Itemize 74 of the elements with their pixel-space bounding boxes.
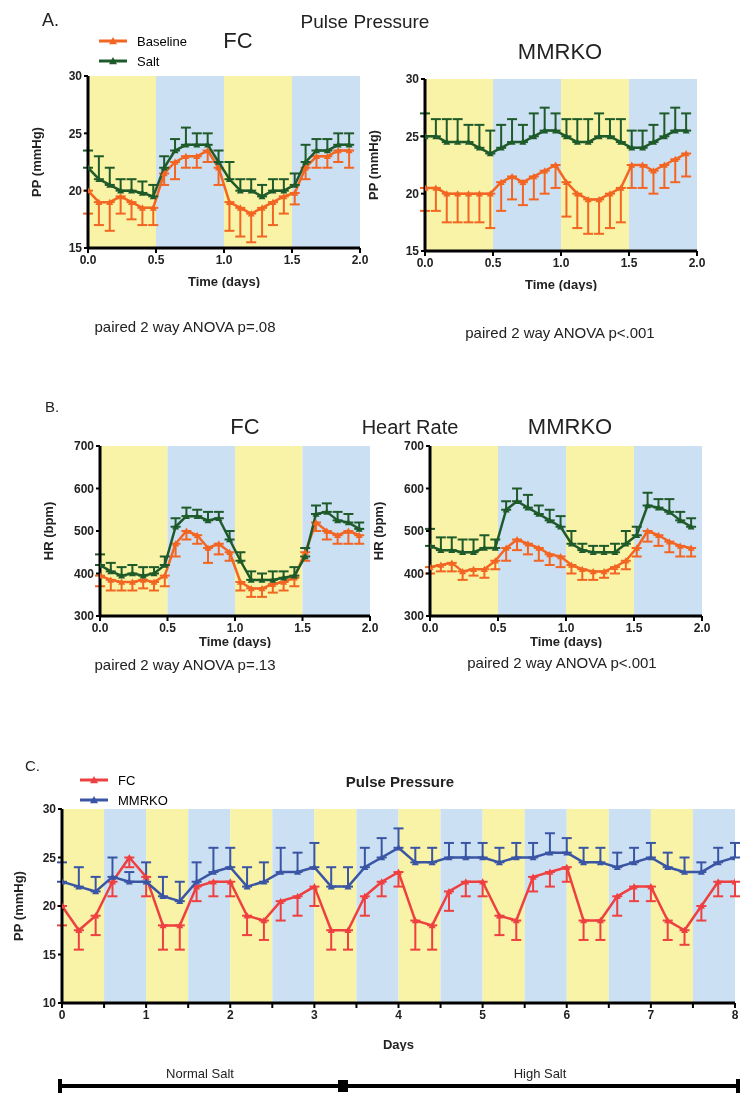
x-tick-label: 1.5 — [294, 620, 312, 635]
y-axis-title: PP (mmHg) — [10, 871, 26, 941]
y-tick-label: 30 — [68, 69, 83, 84]
y-tick-label: 25 — [42, 850, 57, 865]
text: Heart Rate — [361, 415, 459, 439]
x-tick-label: 2.0 — [693, 620, 711, 635]
x-tick-label: 2.0 — [688, 255, 706, 270]
x-axis-title: Time (days) — [524, 277, 598, 292]
legend-label: Salt — [137, 53, 160, 69]
x-tick-label: 3 — [311, 1007, 319, 1022]
x-tick-label: 6 — [563, 1007, 571, 1022]
y-tick-label: 25 — [405, 129, 420, 144]
x-tick-label: 1.0 — [226, 620, 244, 635]
chart-title: MMRKO — [527, 414, 613, 440]
text: paired 2 way ANOVA p<.001 — [465, 323, 655, 341]
y-tick-label: 400 — [73, 566, 95, 581]
text: paired 2 way ANOVA p=.13 — [94, 655, 276, 673]
chart-title: FC — [230, 414, 260, 440]
x-axis-title: Time (days) — [187, 274, 261, 289]
x-tick-label: 4 — [395, 1007, 403, 1022]
legend-label: FC — [118, 772, 136, 788]
x-tick-label: 1.0 — [552, 255, 570, 270]
x-tick-label: 0 — [58, 1007, 66, 1022]
y-tick-label: 400 — [403, 566, 425, 581]
x-tick-label: 1.5 — [625, 620, 643, 635]
x-tick-label: 0.5 — [484, 255, 502, 270]
y-tick-label: 15 — [42, 947, 57, 962]
x-tick-label: 7 — [647, 1007, 655, 1022]
text: paired 2 way ANOVA p<.001 — [467, 653, 657, 671]
y-axis-title: HR (bpm) — [370, 501, 386, 561]
x-axis-title: Time (days) — [529, 634, 603, 649]
y-tick-label: 600 — [403, 481, 425, 496]
text: paired 2 way ANOVA p=.08 — [94, 317, 276, 335]
y-tick-label: 600 — [73, 481, 95, 496]
y-tick-label: 500 — [403, 524, 425, 539]
x-tick-label: 1.5 — [283, 252, 301, 267]
legend-label: MMRKO — [118, 792, 168, 808]
y-tick-label: 10 — [42, 996, 57, 1011]
y-tick-label: 30 — [405, 72, 420, 87]
y-tick-label: 20 — [405, 186, 420, 201]
y-tick-label: 25 — [68, 126, 83, 141]
y-tick-label: 20 — [68, 183, 83, 198]
text: High Salt — [513, 1065, 567, 1081]
y-tick-label: 700 — [403, 439, 425, 454]
chart-title: MMRKO — [517, 39, 603, 65]
x-tick-label: 0.5 — [147, 252, 165, 267]
y-tick-label: 700 — [73, 439, 95, 454]
y-tick-label: 30 — [42, 802, 57, 817]
x-tick-label: 1.0 — [557, 620, 575, 635]
x-tick-label: 2.0 — [361, 620, 379, 635]
text: Pulse Pressure — [300, 11, 430, 33]
text: C. — [25, 756, 40, 774]
y-tick-label: 20 — [42, 899, 57, 914]
x-tick-label: 0.5 — [489, 620, 507, 635]
x-axis-title: Time (days) — [198, 634, 272, 649]
text: Normal Salt — [166, 1065, 234, 1081]
x-tick-label: 1.0 — [215, 252, 233, 267]
x-tick-label: 1.5 — [620, 255, 638, 270]
x-axis-title: Days — [382, 1037, 415, 1052]
x-tick-label: 8 — [731, 1007, 739, 1022]
x-tick-label: 1 — [142, 1007, 150, 1022]
y-tick-label: 500 — [73, 524, 95, 539]
chart-title: FC — [223, 28, 253, 54]
y-axis-title: PP (mmHg) — [365, 130, 381, 200]
chart-title: Pulse Pressure — [345, 772, 455, 790]
text: B. — [45, 397, 60, 415]
x-tick-label: 0.5 — [159, 620, 177, 635]
x-tick-label: 2 — [226, 1007, 234, 1022]
x-tick-label: 5 — [479, 1007, 487, 1022]
x-tick-label: 2.0 — [351, 252, 369, 267]
legend-label: Baseline — [137, 33, 187, 49]
y-axis-title: PP (mmHg) — [28, 127, 44, 197]
text: A. — [42, 9, 60, 31]
y-axis-title: HR (bpm) — [40, 501, 56, 561]
